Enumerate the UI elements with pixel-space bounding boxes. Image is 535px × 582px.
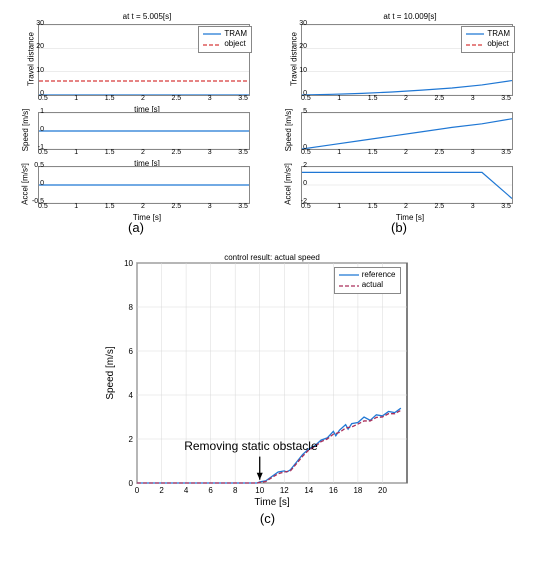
svg-text:20: 20: [378, 486, 387, 495]
legend: TRAMobject: [461, 26, 515, 53]
legend-item: actual: [339, 280, 396, 290]
panel-b: at t = 10.009[s] Travel distance 0 10 20 30 0.…: [273, 10, 525, 241]
panel-c: 0 2 4 6 8 10 12 14 16 18 20 0 2 4 6 8 10 control result: …: [103, 249, 433, 526]
ytick: 20: [20, 43, 44, 50]
panel-a: at t = 5.005[s]Travel distance01020300.5…: [10, 10, 262, 241]
legend: referenceactual: [334, 267, 401, 294]
svg-text:0: 0: [134, 486, 139, 495]
svg-text:6: 6: [208, 486, 213, 495]
svg-text:10: 10: [255, 486, 264, 495]
ytick: 0: [283, 180, 307, 187]
panel-title: at t = 10.009[s]: [301, 12, 519, 21]
legend: TRAMobject: [198, 26, 252, 53]
ytick: 0: [20, 180, 44, 187]
svg-text:14: 14: [304, 486, 313, 495]
svg-text:16: 16: [328, 486, 337, 495]
annotation-text: Removing static obstacle: [184, 439, 317, 453]
ytick: 5: [283, 108, 307, 115]
ytick: 2: [283, 162, 307, 169]
xticks: 0.511.522.533.5: [301, 95, 511, 102]
svg-text:6: 6: [128, 347, 133, 356]
svg-text:0: 0: [128, 479, 133, 488]
xlabel: Time [s]: [301, 213, 519, 222]
xlabel: Time [s]: [38, 213, 256, 222]
subplot-svg: [301, 112, 513, 150]
subplot-svg: [38, 166, 250, 204]
xticks: 0.511.522.533.5: [38, 149, 248, 156]
svg-text:4: 4: [128, 391, 133, 400]
svg-text:Speed [m/s]: Speed [m/s]: [105, 346, 116, 400]
xticks: 0.511.522.533.5: [301, 149, 511, 156]
legend-item: TRAM: [203, 29, 247, 39]
ytick: 10: [20, 67, 44, 74]
ytick: 0.5: [20, 162, 44, 169]
caption: (b): [273, 220, 525, 235]
svg-text:control result: actual speed: control result: actual speed: [224, 253, 320, 262]
svg-text:2: 2: [159, 486, 164, 495]
ytick: 30: [20, 20, 44, 27]
legend-item: object: [466, 39, 510, 49]
xticks: 0.511.522.533.5: [38, 203, 248, 210]
svg-text:18: 18: [353, 486, 362, 495]
subplot-svg: [301, 166, 513, 204]
legend-item: TRAM: [466, 29, 510, 39]
panel-title: at t = 5.005[s]: [38, 12, 256, 21]
svg-text:8: 8: [232, 486, 237, 495]
ytick: 30: [283, 20, 307, 27]
svg-text:12: 12: [279, 486, 288, 495]
svg-text:10: 10: [124, 259, 133, 268]
ytick: 0: [20, 126, 44, 133]
svg-text:8: 8: [128, 303, 133, 312]
legend-item: object: [203, 39, 247, 49]
svg-text:2: 2: [128, 435, 133, 444]
top-row: at t = 5.005[s]Travel distance01020300.5…: [10, 10, 525, 241]
xticks: 0.511.522.533.5: [301, 203, 511, 210]
caption: (a): [10, 220, 262, 235]
ytick: 1: [20, 108, 44, 115]
legend-item: reference: [339, 270, 396, 280]
svg-text:4: 4: [183, 486, 188, 495]
caption: (c): [103, 511, 433, 526]
svg-text:Time [s]: Time [s]: [254, 497, 289, 508]
ytick: 10: [283, 67, 307, 74]
ytick: 20: [283, 43, 307, 50]
xticks: 0.511.522.533.5: [38, 95, 248, 102]
subplot-svg: [38, 112, 250, 150]
ylabel: Travel distance: [289, 32, 298, 86]
ylabel: Travel distance: [26, 32, 35, 86]
